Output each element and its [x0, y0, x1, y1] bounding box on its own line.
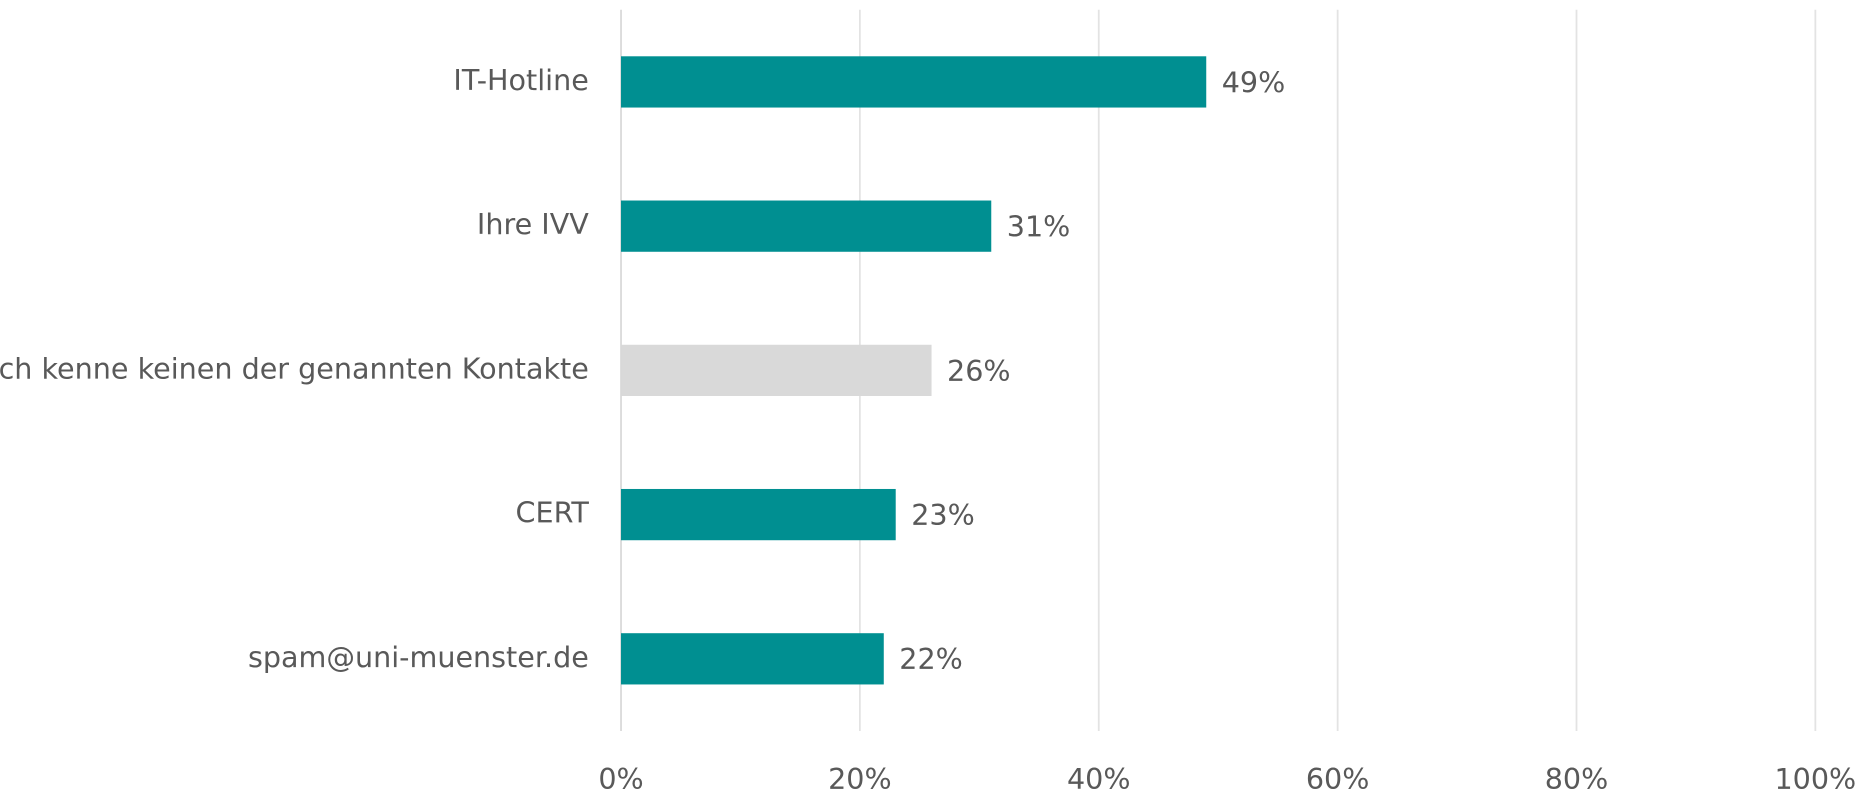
x-tick-label: 60%: [1306, 762, 1370, 792]
bar: [621, 56, 1207, 108]
data-label: 49%: [1222, 65, 1286, 99]
x-tick-label: 0%: [598, 762, 643, 792]
data-label: 22%: [899, 642, 963, 676]
y-tick-label: CERT: [516, 496, 590, 530]
y-tick-label: Ich kenne keinen der genannten Kontakte: [0, 351, 589, 385]
data-label: 31%: [1007, 210, 1071, 244]
x-tick-label: 20%: [828, 762, 892, 792]
bar: [621, 344, 932, 396]
x-tick-label: 100%: [1774, 762, 1856, 792]
data-label: 26%: [947, 354, 1011, 388]
x-tick-label: 40%: [1067, 762, 1131, 792]
bar: [621, 488, 896, 541]
y-tick-label: spam@uni-muenster.de: [248, 640, 589, 674]
bar: [621, 200, 992, 252]
x-tick-label: 80%: [1545, 762, 1609, 792]
bar: [621, 633, 884, 685]
data-label: 23%: [911, 498, 975, 532]
y-tick-label: IT-Hotline: [453, 63, 588, 97]
y-tick-label: Ihre IVV: [477, 207, 589, 241]
